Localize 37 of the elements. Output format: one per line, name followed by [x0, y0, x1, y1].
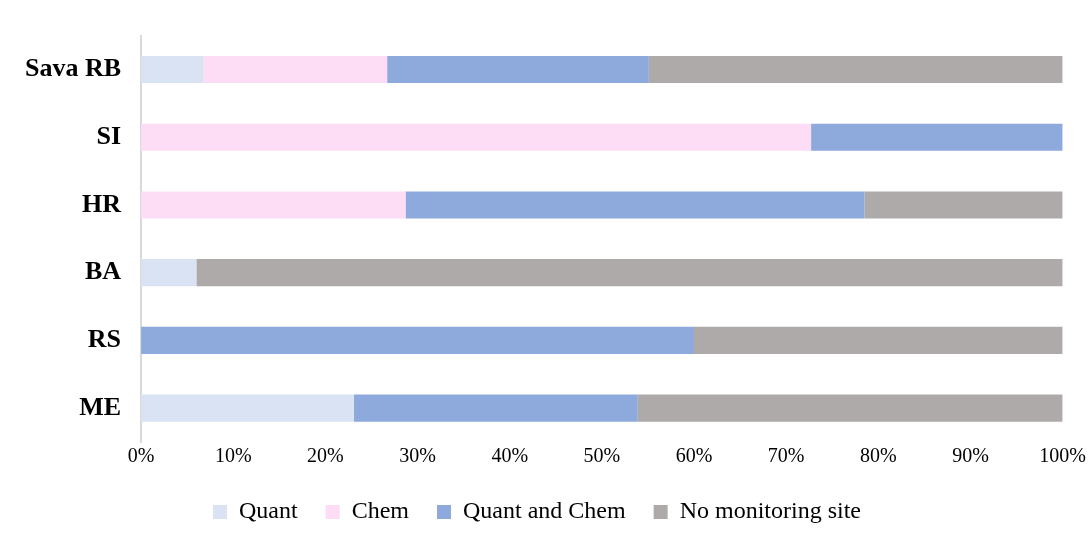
x-tick-label: 90%: [952, 444, 989, 467]
x-tick-label: 0%: [127, 444, 155, 467]
bar: [141, 191, 406, 219]
bar: [637, 394, 1063, 422]
bar: [203, 55, 388, 84]
bar: [141, 259, 197, 287]
bar: [141, 55, 204, 84]
bar: [864, 191, 1063, 219]
bar: [353, 394, 638, 422]
x-tick-label: 30%: [399, 444, 436, 467]
legend-label: Chem: [351, 497, 410, 524]
bar: [141, 394, 354, 422]
x-tick-label: 20%: [307, 444, 344, 467]
y-tick-label: SI: [96, 120, 122, 150]
bar: [648, 55, 1063, 84]
y-tick-label: BA: [84, 256, 122, 286]
y-tick-label: HR: [82, 188, 122, 218]
legend-label: No monitoring site: [679, 497, 861, 524]
legend-label: Quant: [239, 497, 299, 524]
bar: [141, 123, 812, 151]
y-tick-label: RS: [87, 324, 122, 354]
bar: [196, 259, 1063, 287]
x-tick-label: 60%: [675, 444, 713, 467]
x-tick-label: 80%: [860, 444, 897, 467]
bar: [694, 326, 1063, 354]
bar: [405, 191, 865, 219]
bar: [141, 326, 695, 354]
y-tick-label: ME: [79, 391, 122, 421]
y-tick-label: Sava RB: [25, 53, 122, 83]
x-tick-label: 10%: [214, 444, 252, 467]
bar: [811, 123, 1063, 151]
x-tick-label: 40%: [491, 444, 529, 467]
x-tick-label: 70%: [767, 444, 805, 467]
x-tick-label: 50%: [583, 444, 621, 467]
x-tick-label: 100%: [1039, 444, 1087, 467]
legend-label: Quant and Chem: [463, 497, 626, 524]
bar: [387, 55, 649, 84]
